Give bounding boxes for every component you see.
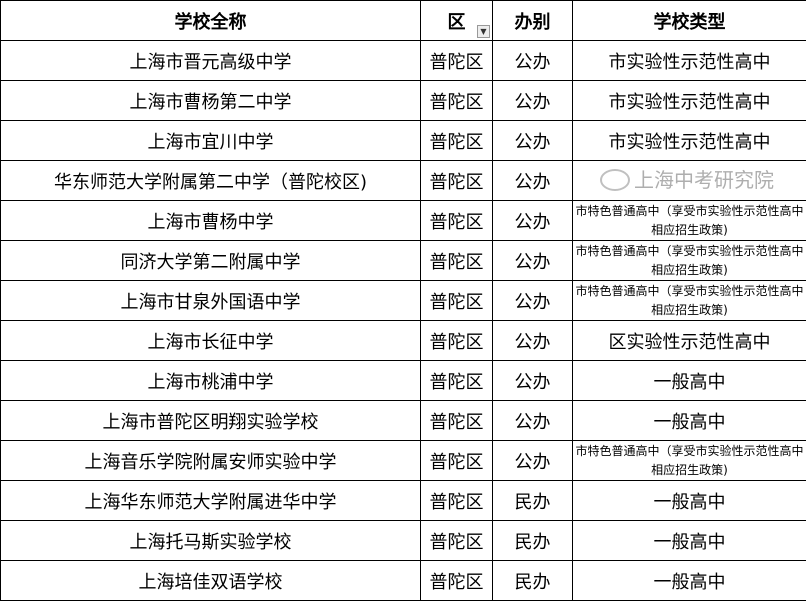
- school-type-cell: 市实验性示范性高中: [572, 120, 806, 161]
- table-row: 上海市曹杨中学 普陀区 公办 市特色普通高中（享受市实验性示范性高中相应招生政策): [0, 200, 806, 241]
- school-name-cell: 上海市晋元高级中学: [0, 40, 421, 81]
- ownership-cell: 公办: [492, 240, 573, 281]
- school-name-cell: 上海培佳双语学校: [0, 560, 421, 601]
- table-row: 上海音乐学院附属安师实验中学 普陀区 公办 市特色普通高中（享受市实验性示范性高中相应…: [0, 440, 806, 481]
- ownership-cell: 公办: [492, 360, 573, 401]
- ownership-cell: 公办: [492, 440, 573, 481]
- ownership-cell: 公办: [492, 40, 573, 81]
- school-name-cell: 上海市桃浦中学: [0, 360, 421, 401]
- school-name-cell: 上海市宜川中学: [0, 120, 421, 161]
- school-type-cell: 市特色普通高中（享受市实验性示范性高中相应招生政策): [572, 200, 806, 241]
- school-type-cell: 市特色普通高中（享受市实验性示范性高中相应招生政策): [572, 280, 806, 321]
- table-row: 上海市曹杨第二中学 普陀区 公办 市实验性示范性高中: [0, 80, 806, 121]
- school-type-cell: 一般高中: [572, 480, 806, 521]
- school-name-cell: 同济大学第二附属中学: [0, 240, 421, 281]
- district-cell: 普陀区: [420, 280, 493, 321]
- school-type-cell: 市实验性示范性高中: [572, 40, 806, 81]
- school-name-cell: 上海市甘泉外国语中学: [0, 280, 421, 321]
- district-cell: 普陀区: [420, 520, 493, 561]
- school-type-cell: 一般高中: [572, 360, 806, 401]
- school-type-cell: 市特色普通高中（享受市实验性示范性高中相应招生政策): [572, 240, 806, 281]
- ownership-cell: 民办: [492, 560, 573, 601]
- district-cell: 普陀区: [420, 80, 493, 121]
- school-name-cell: 上海华东师范大学附属进华中学: [0, 480, 421, 521]
- school-name-cell: 上海市普陀区明翔实验学校: [0, 400, 421, 441]
- table-row: 上海市普陀区明翔实验学校 普陀区 公办 一般高中: [0, 400, 806, 441]
- ownership-cell: 公办: [492, 160, 573, 201]
- district-cell: 普陀区: [420, 400, 493, 441]
- district-cell: 普陀区: [420, 40, 493, 81]
- school-type-cell: 一般高中: [572, 520, 806, 561]
- school-type-cell: 市特色普通高中（享受市实验性示范性高中相应招生政策): [572, 440, 806, 481]
- school-type-cell: 一般高中: [572, 560, 806, 601]
- ownership-cell: 公办: [492, 80, 573, 121]
- table-row: 上海市甘泉外国语中学 普陀区 公办 市特色普通高中（享受市实验性示范性高中相应招生政策…: [0, 280, 806, 321]
- district-cell: 普陀区: [420, 440, 493, 481]
- table-row: 上海市晋元高级中学 普陀区 公办 市实验性示范性高中: [0, 40, 806, 81]
- table-row: 上海市桃浦中学 普陀区 公办 一般高中: [0, 360, 806, 401]
- header-row: 学校全称 区 ▼ 办别 学校类型: [0, 0, 806, 41]
- ownership-cell: 民办: [492, 520, 573, 561]
- district-cell: 普陀区: [420, 160, 493, 201]
- school-name-cell: 上海市长征中学: [0, 320, 421, 361]
- header-district-label: 区: [447, 11, 466, 33]
- ownership-cell: 民办: [492, 480, 573, 521]
- ownership-cell: 公办: [492, 120, 573, 161]
- ownership-cell: 公办: [492, 320, 573, 361]
- table-row: 上海市宜川中学 普陀区 公办 市实验性示范性高中: [0, 120, 806, 161]
- header-school-name: 学校全称: [0, 0, 421, 41]
- school-type-cell: 一般高中: [572, 400, 806, 441]
- district-cell: 普陀区: [420, 240, 493, 281]
- district-cell: 普陀区: [420, 480, 493, 521]
- district-cell: 普陀区: [420, 120, 493, 161]
- watermark: 上海中考研究院: [600, 168, 774, 192]
- school-name-cell: 上海市曹杨中学: [0, 200, 421, 241]
- table-row: 上海市长征中学 普陀区 公办 区实验性示范性高中: [0, 320, 806, 361]
- header-district: 区 ▼: [420, 0, 493, 41]
- school-type-cell: 区实验性示范性高中: [572, 320, 806, 361]
- district-cell: 普陀区: [420, 560, 493, 601]
- district-cell: 普陀区: [420, 360, 493, 401]
- table-row: 上海培佳双语学校 普陀区 民办 一般高中: [0, 560, 806, 601]
- school-name-cell: 上海托马斯实验学校: [0, 520, 421, 561]
- table-row: 华东师范大学附属第二中学（普陀校区) 普陀区 公办: [0, 160, 806, 201]
- ownership-cell: 公办: [492, 400, 573, 441]
- school-name-cell: 华东师范大学附属第二中学（普陀校区): [0, 160, 421, 201]
- ownership-cell: 公办: [492, 200, 573, 241]
- watermark-text: 上海中考研究院: [634, 168, 774, 192]
- district-cell: 普陀区: [420, 320, 493, 361]
- table-row: 上海托马斯实验学校 普陀区 民办 一般高中: [0, 520, 806, 561]
- header-school-type: 学校类型: [572, 0, 806, 41]
- school-name-cell: 上海音乐学院附属安师实验中学: [0, 440, 421, 481]
- school-type-cell: 市实验性示范性高中: [572, 80, 806, 121]
- table-row: 同济大学第二附属中学 普陀区 公办 市特色普通高中（享受市实验性示范性高中相应招生政策…: [0, 240, 806, 281]
- header-ownership: 办别: [492, 0, 573, 41]
- table-row: 上海华东师范大学附属进华中学 普陀区 民办 一般高中: [0, 480, 806, 521]
- filter-icon[interactable]: ▼: [477, 25, 490, 38]
- wechat-icon: [600, 169, 630, 191]
- school-name-cell: 上海市曹杨第二中学: [0, 80, 421, 121]
- ownership-cell: 公办: [492, 280, 573, 321]
- district-cell: 普陀区: [420, 200, 493, 241]
